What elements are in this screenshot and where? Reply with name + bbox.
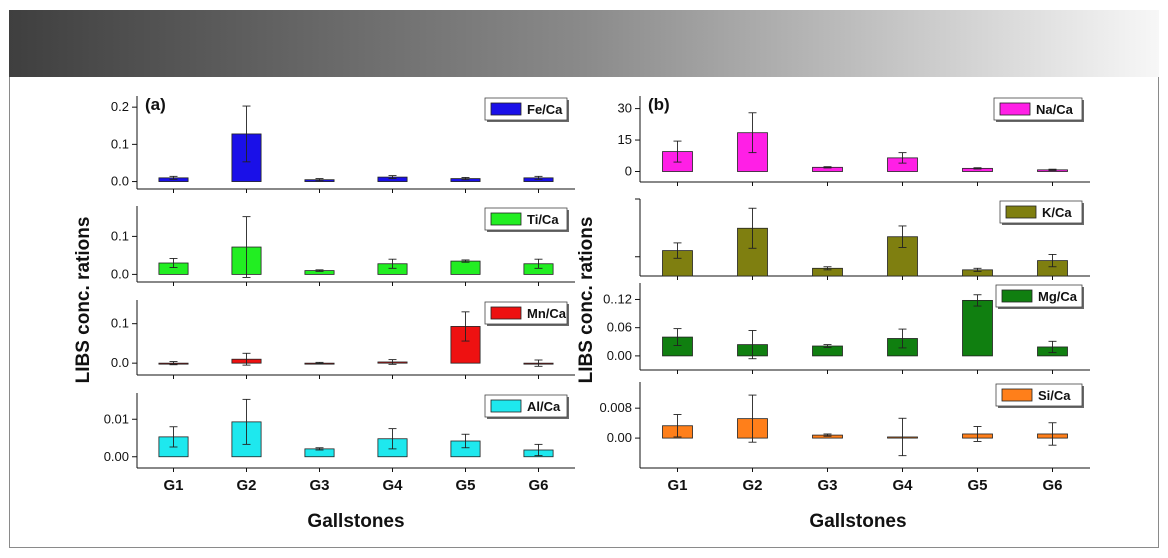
- y-tick-label: 0.1: [111, 136, 129, 151]
- legend-swatch: [490, 399, 522, 413]
- legend-label: K/Ca: [1042, 205, 1072, 220]
- subplot-na-ca: 0 15 30 Na/Ca: [618, 96, 1090, 186]
- bar-g5: [962, 299, 993, 357]
- legend: Fe/Ca: [484, 97, 569, 122]
- x-tick-label: G2: [742, 477, 762, 494]
- legend-label: Ti/Ca: [527, 212, 559, 227]
- figure-frame: [9, 77, 1159, 548]
- y-tick-label: 0.00: [104, 449, 129, 464]
- legend: Si/Ca: [995, 383, 1084, 408]
- x-tick-label: G3: [309, 477, 329, 494]
- legend: Ti/Ca: [484, 207, 569, 232]
- x-tick-label: G4: [892, 477, 913, 494]
- subplot-mg-ca: 0.00 0.06 0..12 Mg/Ca: [603, 283, 1090, 374]
- y-tick-label: 0.008: [599, 400, 632, 415]
- bar-g5: [450, 260, 481, 275]
- legend-label: Mn/Ca: [527, 306, 567, 321]
- panel-label: (a): [145, 95, 166, 114]
- x-tick-label: G4: [382, 477, 403, 494]
- x-tick-label: G6: [528, 477, 548, 494]
- y-axis-title: LIBS conc. rations: [73, 217, 94, 384]
- y-tick-label: 30: [618, 101, 632, 116]
- x-tick-label: G5: [967, 477, 987, 494]
- y-tick-label: 0.1: [111, 316, 129, 331]
- y-tick-label: 0: [625, 164, 632, 179]
- legend-swatch: [490, 212, 522, 226]
- legend: Na/Ca: [993, 97, 1084, 122]
- legend-label: Mg/Ca: [1038, 289, 1078, 304]
- x-tick-label: G2: [236, 477, 256, 494]
- subplot-al-ca: 0.00 0.01 Al/Ca: [104, 393, 575, 472]
- legend: Mn/Ca: [484, 301, 569, 326]
- subplot-mn-ca: 0.0 0.1 Mn/Ca: [111, 300, 575, 379]
- legend: Al/Ca: [484, 394, 569, 419]
- y-tick-label: 0.0: [111, 174, 129, 189]
- subplot-fe-ca: 0.0 0.1 0.2 Fe/Ca: [111, 96, 575, 193]
- y-tick-label: 0.01: [104, 411, 129, 426]
- legend-swatch: [1005, 205, 1037, 219]
- chart-panel-a: (a)0.00.10.2 Fe/Ca0.00.1Ti/Ca0.00.1Mn/Ca0…: [73, 95, 575, 532]
- legend-label: Fe/Ca: [527, 102, 563, 117]
- x-tick-label: G6: [1042, 477, 1062, 494]
- y-axis-title: LIBS conc. rations: [576, 217, 597, 384]
- legend-swatch: [1001, 289, 1033, 303]
- header-banner: [9, 10, 1159, 77]
- y-tick-label: 0.2: [111, 99, 129, 114]
- legend-swatch: [1001, 388, 1033, 402]
- y-tick-label: 0..12: [603, 291, 632, 306]
- y-tick-label: 15: [618, 132, 632, 147]
- x-axis-title: Gallstones: [307, 511, 404, 532]
- y-tick-label: 0.0: [111, 355, 129, 370]
- subplot-si-ca: 0.00 0.008 Si/Ca: [599, 382, 1090, 472]
- legend-swatch: [490, 102, 522, 116]
- subplot-ti-ca: 0.0 0.1 Ti/Ca: [111, 206, 575, 286]
- y-tick-label: 0.0: [111, 266, 129, 281]
- y-tick-label: 0.00: [607, 348, 632, 363]
- x-tick-label: G1: [163, 477, 183, 494]
- panel-label: (b): [648, 95, 670, 114]
- y-tick-label: 0.1: [111, 228, 129, 243]
- y-tick-label: 0.00: [607, 430, 632, 445]
- y-tick-label: 0.06: [607, 320, 632, 335]
- legend-label: Na/Ca: [1036, 102, 1074, 117]
- x-axis-title: Gallstones: [809, 511, 906, 532]
- legend: K/Ca: [999, 200, 1084, 225]
- legend-label: Si/Ca: [1038, 388, 1071, 403]
- legend-swatch: [999, 102, 1031, 116]
- x-tick-label: G5: [455, 477, 475, 494]
- legend-swatch: [490, 306, 522, 320]
- legend-label: Al/Ca: [527, 399, 561, 414]
- legend: Mg/Ca: [995, 284, 1084, 309]
- subplot-k-ca: K/Ca: [635, 198, 1090, 280]
- x-tick-label: G3: [817, 477, 837, 494]
- x-tick-label: G1: [667, 477, 687, 494]
